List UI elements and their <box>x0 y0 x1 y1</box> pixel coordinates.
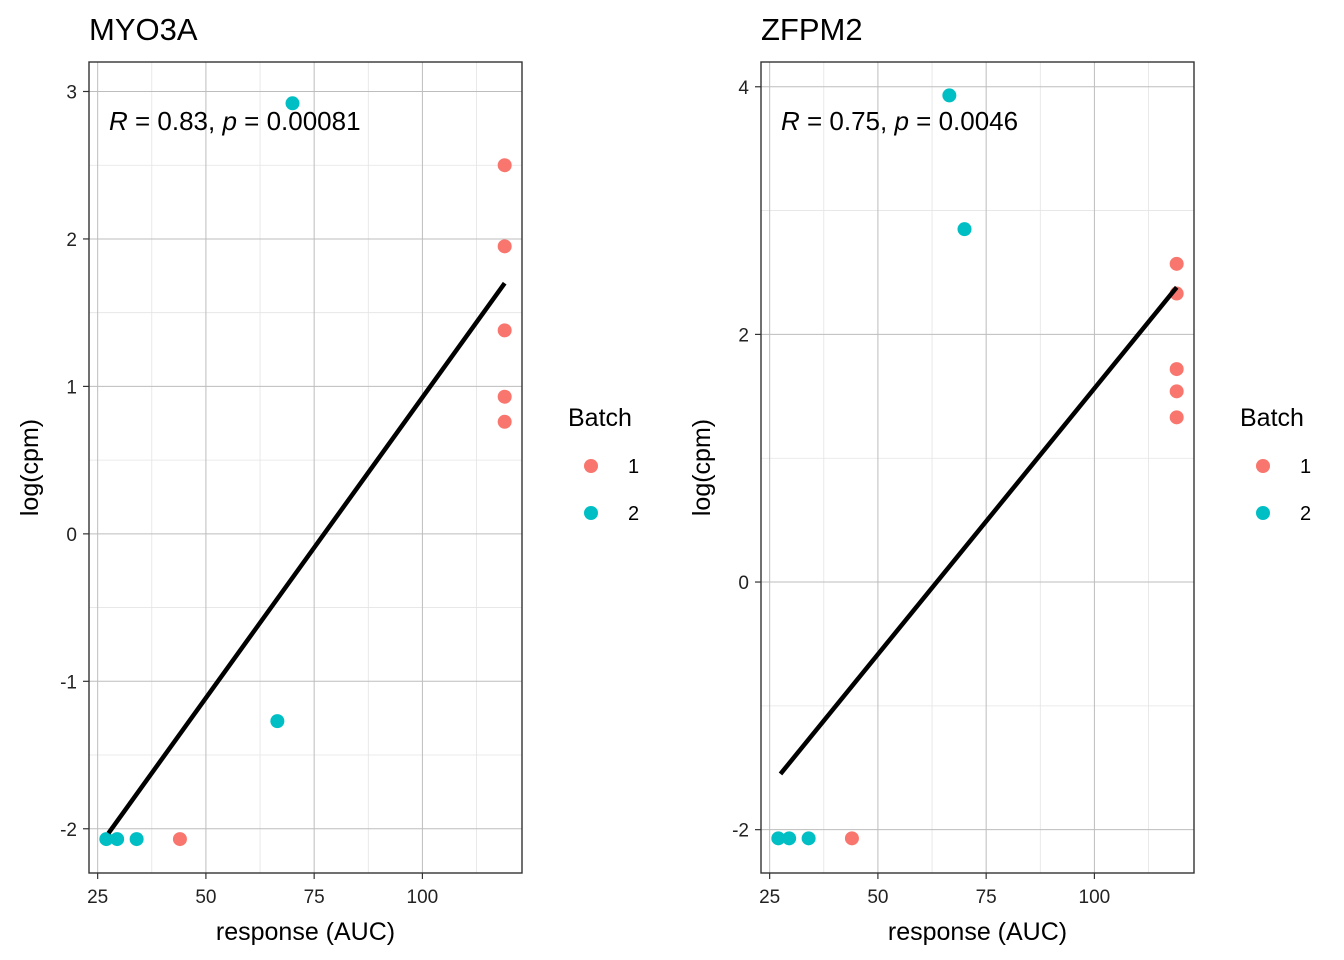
data-point-batch-2 <box>771 831 786 846</box>
p-value: = 0.00081 <box>237 106 361 136</box>
panel-zfpm2: 25 50 75 100 -2 0 2 4 ZFPM2 response (AUC) log(cpm… <box>688 12 1311 946</box>
legend-key-1 <box>584 459 598 473</box>
correlation-annotation: R = 0.75, p = 0.0046 <box>781 106 1018 136</box>
data-point-batch-2 <box>942 88 957 103</box>
x-tick-label: 25 <box>87 887 108 908</box>
chart-title: ZFPM2 <box>761 12 863 47</box>
x-axis-label: response (AUC) <box>216 918 395 946</box>
data-point-batch-1 <box>497 323 512 338</box>
p-symbol: p <box>893 106 908 136</box>
data-point-batch-2 <box>801 831 816 846</box>
legend-title: Batch <box>1240 404 1304 432</box>
p-symbol: p <box>221 106 236 136</box>
panel-border <box>760 61 1195 874</box>
regression-line <box>106 281 507 835</box>
x-tick-label: 75 <box>976 887 997 908</box>
x-tick-label: 100 <box>407 887 439 908</box>
y-axis-label: log(cpm) <box>16 419 44 516</box>
data-point-batch-1 <box>497 389 512 404</box>
x-tick-label: 25 <box>759 887 780 908</box>
legend: Batch 1 2 <box>1240 404 1311 525</box>
y-tick-label: 0 <box>66 525 77 546</box>
legend-label-2: 2 <box>1300 503 1311 525</box>
x-tick-label: 50 <box>867 887 888 908</box>
legend-key-2 <box>1256 506 1270 520</box>
data-point-batch-2 <box>957 222 972 237</box>
y-tick-label: 0 <box>738 573 749 594</box>
data-point-batch-1 <box>1169 384 1184 399</box>
legend: Batch 1 2 <box>568 404 639 525</box>
x-tick-label: 100 <box>1079 887 1111 908</box>
x-tick-label: 50 <box>195 887 216 908</box>
x-tick-label: 75 <box>304 887 325 908</box>
y-tick-label: 2 <box>66 230 77 251</box>
data-point-batch-2 <box>270 714 285 729</box>
y-tick-label: -2 <box>732 821 749 842</box>
data-point-batch-1 <box>844 831 859 846</box>
data-point-batch-1 <box>1169 410 1184 425</box>
data-point-batch-1 <box>497 239 512 254</box>
y-tick-label: 1 <box>66 377 77 398</box>
panel-border <box>88 61 523 874</box>
r-symbol: R <box>109 106 128 136</box>
data-point-batch-1 <box>1169 362 1184 377</box>
y-tick-label: 3 <box>66 82 77 103</box>
legend-key-1 <box>1256 459 1270 473</box>
regression-line <box>778 285 1179 776</box>
r-value: = 0.83, <box>128 106 223 136</box>
x-axis-label: response (AUC) <box>888 918 1067 946</box>
data-point-batch-2 <box>285 96 300 111</box>
data-point-batch-1 <box>497 158 512 173</box>
y-tick-label: -1 <box>60 672 77 693</box>
data-point-batch-1 <box>172 832 187 847</box>
data-point-batch-2 <box>129 832 144 847</box>
data-point-batch-1 <box>1169 256 1184 271</box>
y-tick-label: -2 <box>60 820 77 841</box>
legend-key-2 <box>584 506 598 520</box>
data-point-batch-2 <box>782 831 797 846</box>
legend-title: Batch <box>568 404 632 432</box>
r-value: = 0.75, <box>800 106 895 136</box>
data-point-batch-1 <box>497 414 512 429</box>
correlation-annotation: R = 0.83, p = 0.00081 <box>109 106 361 136</box>
legend-label-1: 1 <box>628 456 639 478</box>
chart-title: MYO3A <box>89 12 198 47</box>
y-tick-label: 4 <box>738 78 749 99</box>
y-axis-label: log(cpm) <box>688 419 716 516</box>
panel-myo3a: 25 50 75 100 -2 -1 0 1 2 3 MYO3A response (AUC) log(… <box>16 12 639 946</box>
data-point-batch-2 <box>110 832 125 847</box>
y-tick-label: 2 <box>738 325 749 346</box>
p-value: = 0.0046 <box>909 106 1018 136</box>
legend-label-1: 1 <box>1300 456 1311 478</box>
legend-label-2: 2 <box>628 503 639 525</box>
r-symbol: R <box>781 106 800 136</box>
data-point-batch-2 <box>99 832 114 847</box>
